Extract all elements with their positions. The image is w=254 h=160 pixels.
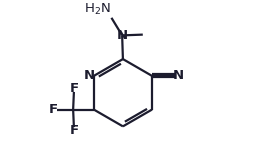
Text: F: F	[69, 124, 78, 137]
Text: $\mathregular{H_2N}$: $\mathregular{H_2N}$	[84, 2, 110, 17]
Text: N: N	[172, 69, 183, 82]
Text: F: F	[49, 103, 58, 116]
Text: N: N	[116, 29, 127, 42]
Text: F: F	[69, 82, 78, 95]
Text: N: N	[84, 69, 95, 82]
